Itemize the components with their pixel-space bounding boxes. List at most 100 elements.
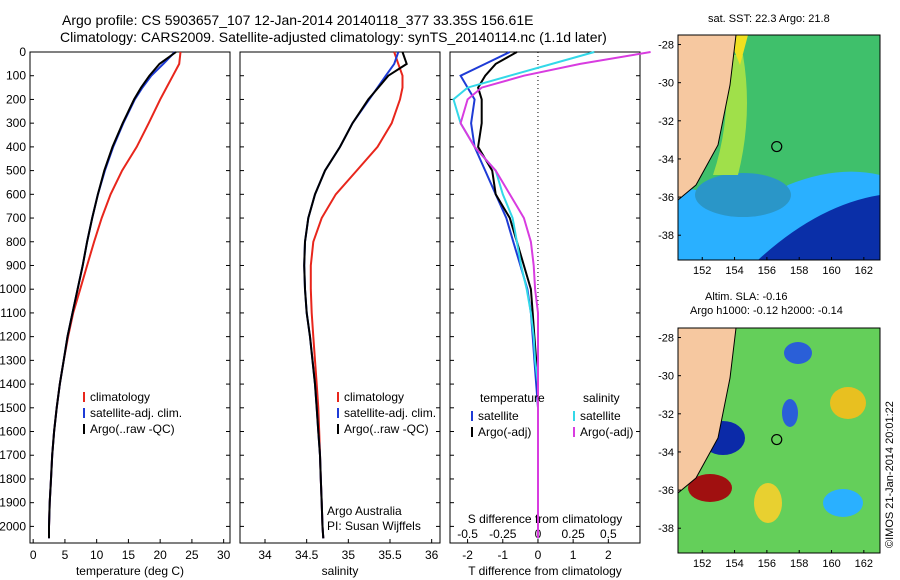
sst-warm-current [713, 55, 747, 175]
x-tick-label: 15 [122, 548, 136, 562]
figure-title-line1: Argo profile: CS 5903657_107 12-Jan-2014… [62, 12, 534, 28]
y-tick-label: 0 [19, 45, 26, 59]
map-y-tick-label: -30 [658, 371, 674, 383]
y-tick-label: 1900 [0, 496, 26, 510]
legend-title-temperature: temperature [480, 391, 545, 405]
x-tick-label: 0 [535, 548, 542, 562]
legend-label: satellite [580, 409, 621, 423]
plot-frame [449, 51, 641, 544]
plot-frame [239, 51, 441, 544]
s-tick-label: -0.5 [457, 527, 478, 541]
x-tick-label: 35 [342, 548, 356, 562]
map-x-tick-label: 154 [725, 558, 743, 570]
y-tick-label: 1600 [0, 425, 26, 439]
credit-stamp: ©IMOS 21-Jan-2014 20:01:22 [884, 401, 896, 548]
x-tick-label: 10 [90, 548, 104, 562]
difference-panel: -2 -1 0 1 2 T difference from climatology -0.5… [449, 51, 651, 578]
s-tick-label: 0.25 [561, 527, 585, 541]
x-tick-label: 1 [570, 548, 577, 562]
map-y-tick-label: -38 [658, 230, 674, 242]
salinity-panel: 34 34.5 35 35.5 36 salinity climatology satelli… [239, 51, 441, 578]
map-y-tick-label: -32 [658, 409, 674, 421]
map-frame [677, 34, 881, 261]
map-x-tick-label: 158 [790, 558, 808, 570]
sst-map-panel: 152 154 156 158 160 162 -28 -30 -32 -34 -36 -38 [658, 34, 881, 277]
sla-map-title-line2: Argo h1000: -0.12 h2000: -0.14 [690, 305, 843, 317]
coastline [677, 34, 737, 201]
coastline [677, 327, 737, 494]
y-tick-label: 1500 [0, 401, 26, 415]
sla-warm-blob [830, 387, 866, 419]
sla-map-panel: 152 154 156 158 160 162 -28 -30 -32 -34 -36 -38 [658, 327, 881, 570]
y-tick-label: 400 [6, 140, 26, 154]
legend-label: satellite-adj. clim. [344, 406, 436, 420]
sla-cool-blob [823, 489, 863, 517]
map-y-tick-label: -28 [658, 333, 674, 345]
legend-label: Argo(..raw -QC) [90, 422, 175, 436]
x-tick-label: -1 [497, 548, 508, 562]
x-tick-label: 34.5 [295, 548, 319, 562]
map-y-tick-label: -34 [658, 447, 674, 459]
map-frame [677, 327, 881, 554]
x-tick-label: 30 [217, 548, 231, 562]
y-tick-label: 800 [6, 235, 26, 249]
sla-map-title-line1: Altim. SLA: -0.16 [705, 291, 788, 303]
s-axis-label: S difference from climatology [468, 512, 623, 526]
sla-warm-blob [754, 483, 782, 523]
sst-cold-water [758, 195, 880, 260]
x-tick-label: 20 [153, 548, 167, 562]
map-y-tick-label: -36 [658, 485, 674, 497]
legend-label: satellite [478, 409, 519, 423]
y-tick-label: 300 [6, 116, 26, 130]
annotation-text: PI: Susan Wijffels [327, 519, 421, 533]
y-tick-label: 500 [6, 164, 26, 178]
y-tick-label: 2000 [0, 519, 26, 533]
legend-label: climatology [344, 390, 404, 404]
y-tick-label: 1300 [0, 353, 26, 367]
map-x-tick-label: 156 [758, 558, 776, 570]
map-x-tick-label: 152 [693, 265, 711, 277]
series-line-argo-raw-qc- [303, 51, 408, 539]
land-australia [678, 35, 736, 200]
x-tick-label: 2 [605, 548, 612, 562]
x-axis-label: temperature (deg C) [76, 564, 184, 578]
x-tick-label: 34 [258, 548, 272, 562]
x-tick-label: 35.5 [378, 548, 402, 562]
x-tick-label: 36 [425, 548, 439, 562]
map-x-tick-label: 160 [822, 558, 840, 570]
map-y-tick-label: -30 [658, 78, 674, 90]
s-tick-label: 0.5 [600, 527, 617, 541]
sst-eddy [695, 173, 791, 217]
temperature-panel: 0100200300400500600700800900100011001200… [0, 45, 231, 578]
y-tick-label: 900 [6, 258, 26, 272]
sla-warm-eddy [688, 474, 732, 502]
plot-frame [29, 51, 231, 544]
x-tick-label: 25 [185, 548, 199, 562]
annotation-text: Argo Australia [327, 504, 402, 518]
x-tick-label: 5 [62, 548, 69, 562]
argo-float-marker [771, 433, 783, 446]
map-x-tick-label: 156 [758, 265, 776, 277]
legend-label: Argo(-adj) [478, 425, 531, 439]
y-tick-label: 100 [6, 69, 26, 83]
x-axis-label: T difference from climatology [468, 564, 622, 578]
y-tick-label: 1100 [0, 306, 26, 320]
sla-cold-eddy-small [784, 342, 812, 364]
map-x-tick-label: 158 [790, 265, 808, 277]
map-x-tick-label: 162 [855, 265, 873, 277]
s-tick-label: -0.25 [489, 527, 517, 541]
y-tick-label: 1000 [0, 282, 26, 296]
x-axis-label: salinity [322, 564, 359, 578]
y-tick-label: 1200 [0, 330, 26, 344]
legend-label: Argo(..raw -QC) [344, 422, 429, 436]
legend-title-salinity: salinity [583, 391, 620, 405]
series-line-argo-raw-qc- [48, 51, 177, 539]
series-line-s-argo-adj- [459, 51, 651, 539]
legend-label: Argo(-adj) [580, 425, 633, 439]
map-x-tick-label: 160 [822, 265, 840, 277]
map-y-tick-label: -28 [658, 40, 674, 52]
figure-title-line2: Climatology: CARS2009. Satellite-adjuste… [60, 29, 607, 45]
y-tick-label: 200 [6, 92, 26, 106]
y-tick-label: 1400 [0, 377, 26, 391]
y-tick-label: 1700 [0, 448, 26, 462]
